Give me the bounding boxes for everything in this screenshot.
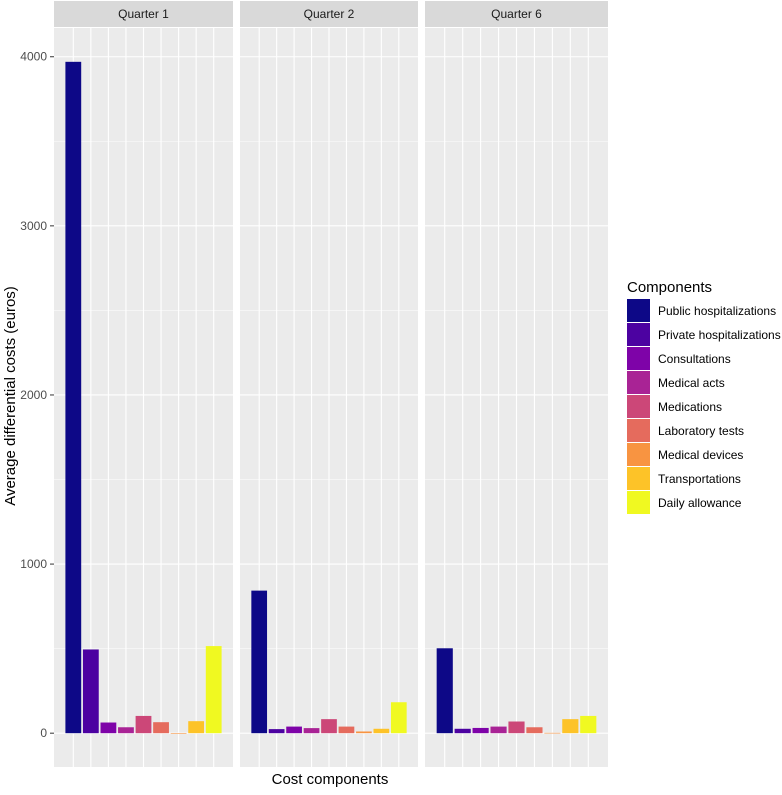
legend-key [627,467,650,490]
legend-title: Components [627,279,712,296]
legend-key [627,419,650,442]
strip-label: Quarter 6 [491,7,542,21]
legend-item: Public hospitalizations [627,299,776,322]
legend-item: Laboratory tests [627,419,744,442]
bar-transportations [188,721,205,734]
legend-label: Public hospitalizations [658,304,776,318]
legend-item: Medications [627,395,722,418]
bar-consultations [472,727,489,734]
bar-consultations [100,722,117,734]
legend-key [627,299,650,322]
legend-label: Consultations [658,352,731,366]
panel-quarter-2: Quarter 2 [240,1,418,767]
bar-private-hospitalizations [454,728,471,734]
bar-laboratory-tests [153,722,169,734]
legend-label: Medications [658,400,722,414]
strip-label: Quarter 1 [118,7,169,21]
legend-item: Consultations [627,347,731,370]
y-tick-label: 4000 [20,50,47,64]
bar-transportations [562,719,579,734]
bar-laboratory-tests [526,727,543,734]
bar-transportations [373,728,390,734]
legend-key [627,347,650,370]
bar-private-hospitalizations [268,729,285,734]
y-tick-label: 3000 [20,219,47,233]
legend-key [627,443,650,466]
legend-key [627,323,650,346]
bar-public-hospitalizations [436,648,453,734]
legend-label: Private hospitalizations [658,328,781,342]
legend-label: Medical acts [658,376,725,390]
y-axis-title: Average differential costs (euros) [2,286,19,506]
bar-medical-devices [170,733,187,734]
bar-laboratory-tests [338,726,355,734]
strip-background [54,1,233,27]
bar-medications [508,721,525,734]
legend: Components Public hospitalizations Privat… [627,279,781,514]
strip-background [240,1,418,27]
legend-item: Transportations [627,467,741,490]
legend-key [627,491,650,514]
legend-item: Daily allowance [627,491,742,514]
bar-medical-acts [118,727,134,734]
bar-medical-acts [490,726,507,734]
legend-label: Medical devices [658,448,743,462]
strip-background [425,1,608,27]
bar-medications [321,719,337,734]
x-axis-title: Cost components [272,771,389,788]
bar-public-hospitalizations [251,590,268,734]
y-tick-label: 2000 [20,388,47,402]
bar-private-hospitalizations [82,649,99,734]
bar-medical-acts [303,728,320,734]
bar-public-hospitalizations [65,61,82,734]
legend-key [627,395,650,418]
bar-daily-allowance [390,702,407,734]
strip-label: Quarter 2 [304,7,355,21]
legend-label: Daily allowance [658,496,742,510]
legend-item: Private hospitalizations [627,323,781,346]
bar-medical-devices [544,732,561,734]
bar-daily-allowance [205,646,222,734]
bar-consultations [286,726,302,734]
panel-quarter-6: Quarter 6 [425,1,608,767]
panel-quarter-1: Quarter 1 [54,1,233,767]
y-tick-label: 0 [40,726,47,740]
y-tick-label: 1000 [20,557,47,571]
legend-item: Medical acts [627,371,725,394]
bar-medications [135,715,152,734]
legend-label: Transportations [658,472,741,486]
legend-key [627,371,650,394]
legend-item: Medical devices [627,443,743,466]
legend-label: Laboratory tests [658,424,744,438]
bar-daily-allowance [580,715,597,734]
bar-medical-devices [356,731,372,734]
